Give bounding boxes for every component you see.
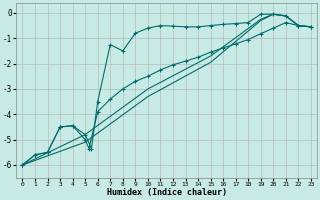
X-axis label: Humidex (Indice chaleur): Humidex (Indice chaleur) xyxy=(107,188,227,197)
